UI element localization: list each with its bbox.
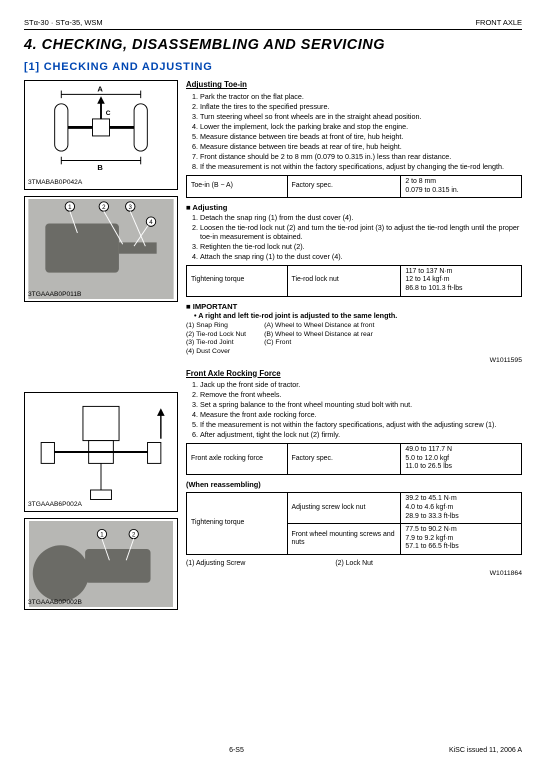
svg-text:3: 3 (129, 204, 133, 211)
cell: Front wheel mounting screws and nuts (287, 524, 401, 555)
svg-text:1: 1 (68, 204, 72, 211)
sec2-table: Front axle rocking force Factory spec. 4… (186, 443, 522, 475)
important-title: IMPORTANT (186, 302, 522, 311)
fig-photo2-label: 3TGAAAB0P002B (28, 599, 82, 607)
sec1-steps: Park the tractor on the flat place. Infl… (186, 92, 522, 171)
footer-center: 6-S5 (229, 747, 244, 756)
cell: Front axle rocking force (187, 444, 288, 475)
fig-toein-label: 3TMABAB0P042A (28, 179, 82, 187)
step: Inflate the tires to the specified press… (200, 102, 522, 111)
columns: A B C 3TMABAB0P042A 1 (24, 80, 522, 610)
footer: 6-S5 KiSC issued 11, 2006 A (24, 747, 522, 756)
step: Measure the front axle rocking force. (200, 410, 522, 419)
gap (24, 308, 178, 386)
col-left: A B C 3TMABAB0P042A 1 (24, 80, 178, 610)
fig-rocking: 3TGAAAB6P002A (24, 392, 178, 512)
rh-right: FRONT AXLE (475, 18, 522, 27)
cell: 2 to 8 mm 0.079 to 0.315 in. (401, 175, 522, 197)
svg-text:2: 2 (102, 204, 106, 211)
heading-sub: [1] CHECKING AND ADJUSTING (24, 61, 522, 75)
step: If the measurement is not within the fac… (200, 162, 522, 171)
cell: 39.2 to 45.1 N·m 4.0 to 4.6 kgf·m 28.9 t… (401, 493, 522, 524)
cell: Factory spec. (287, 444, 401, 475)
step: Remove the front wheels. (200, 390, 522, 399)
rule-top (24, 29, 522, 30)
wnum-2: W1011864 (186, 570, 522, 578)
reasm-title: (When reassembling) (186, 480, 522, 489)
legend-right: (A) Wheel to Wheel Distance at front (B)… (264, 322, 374, 356)
step: Attach the snap ring (1) to the dust cov… (200, 252, 522, 261)
legend-item: (2) Tie-rod Lock Nut (186, 331, 246, 339)
step: Front distance should be 2 to 8 mm (0.07… (200, 152, 522, 161)
step: Detach the snap ring (1) from the dust c… (200, 213, 522, 222)
step: After adjustment, tight the lock nut (2)… (200, 430, 522, 439)
legend-item: (A) Wheel to Wheel Distance at front (264, 322, 374, 330)
cell: Toe-in (B − A) (187, 175, 288, 197)
cell: Tightening torque (187, 265, 288, 296)
cell: 117 to 137 N·m 12 to 14 kgf·m 86.8 to 10… (401, 265, 522, 296)
svg-text:4: 4 (149, 219, 153, 226)
legend: (1) Snap Ring (2) Tie-rod Lock Nut (3) T… (186, 322, 522, 356)
important-note: A right and left tie-rod joint is adjust… (194, 311, 522, 320)
fig-photo1-svg: 1 2 3 4 (27, 199, 175, 299)
sec2-steps: Jack up the front side of tractor. Remov… (186, 380, 522, 439)
col-right: Adjusting Toe-in Park the tractor on the… (186, 80, 522, 610)
step: Retighten the tie-rod lock nut (2). (200, 242, 522, 251)
rh-left: STα-30 · STα-35, WSM (24, 18, 103, 27)
step: Park the tractor on the flat place. (200, 92, 522, 101)
sec1-table: Toe-in (B − A) Factory spec. 2 to 8 mm 0… (186, 175, 522, 198)
step: Jack up the front side of tractor. (200, 380, 522, 389)
fig-photo2-svg: 1 2 (27, 521, 175, 607)
legend-item: (4) Dust Cover (186, 348, 246, 356)
fig-photo1-label: 3TGAAAB0P011B (28, 291, 81, 299)
step: Turn steering wheel so front wheels are … (200, 112, 522, 121)
adj-steps: Detach the snap ring (1) from the dust c… (186, 213, 522, 261)
step: Loosen the tie-rod lock nut (2) and turn… (200, 223, 522, 241)
cell: Adjusting screw lock nut (287, 493, 401, 524)
dim-C: C (106, 110, 111, 117)
cell: Tightening torque (187, 493, 288, 555)
part: (2) Lock Nut (335, 560, 373, 569)
fig-toein: A B C 3TMABAB0P042A (24, 80, 178, 190)
cell: 77.5 to 90.2 N·m 7.9 to 9.2 kgf·m 57.1 t… (401, 524, 522, 555)
cell: Factory spec. (287, 175, 401, 197)
wnum-1: W1011595 (186, 357, 522, 365)
heading-4: 4. CHECKING, DISASSEMBLING AND SERVICING (24, 36, 522, 54)
dim-B: B (97, 163, 103, 172)
page: STα-30 · STα-35, WSM FRONT AXLE 4. CHECK… (0, 0, 546, 766)
sec2-title: Front Axle Rocking Force (186, 369, 522, 379)
legend-item: (1) Snap Ring (186, 322, 246, 330)
step: Measure distance between tire beads at f… (200, 132, 522, 141)
adj-table: Tightening torque Tie-rod lock nut 117 t… (186, 265, 522, 297)
sec1-title: Adjusting Toe-in (186, 80, 522, 90)
reasm-table: Tightening torque Adjusting screw lock n… (186, 492, 522, 555)
legend-item: (C) Front (264, 339, 374, 347)
step: Lower the implement, lock the parking br… (200, 122, 522, 131)
adj-title: Adjusting (186, 203, 522, 212)
step: If the measurement is not within the fac… (200, 420, 522, 429)
fig-photo2: 1 2 3TGAAAB0P002B (24, 518, 178, 610)
fig-toein-svg: A B C (27, 83, 175, 187)
legend-item: (B) Wheel to Wheel Distance at rear (264, 331, 374, 339)
running-head: STα-30 · STα-35, WSM FRONT AXLE (24, 18, 522, 27)
legend-left: (1) Snap Ring (2) Tie-rod Lock Nut (3) T… (186, 322, 246, 356)
fig-rocking-svg (27, 395, 175, 509)
reasm-parts: (1) Adjusting Screw (2) Lock Nut (186, 560, 522, 569)
fig-rocking-label: 3TGAAAB6P002A (28, 501, 82, 509)
fig-photo1: 1 2 3 4 3TGAAAB0P011B (24, 196, 178, 302)
step: Set a spring balance to the front wheel … (200, 400, 522, 409)
cell: 49.0 to 117.7 N 5.0 to 12.0 kgf 11.0 to … (401, 444, 522, 475)
legend-item: (3) Tie-rod Joint (186, 339, 246, 347)
step: Measure distance between tire beads at r… (200, 142, 522, 151)
cell: Tie-rod lock nut (287, 265, 401, 296)
part: (1) Adjusting Screw (186, 560, 245, 569)
dim-A: A (97, 85, 103, 94)
footer-right: KiSC issued 11, 2006 A (449, 747, 522, 756)
